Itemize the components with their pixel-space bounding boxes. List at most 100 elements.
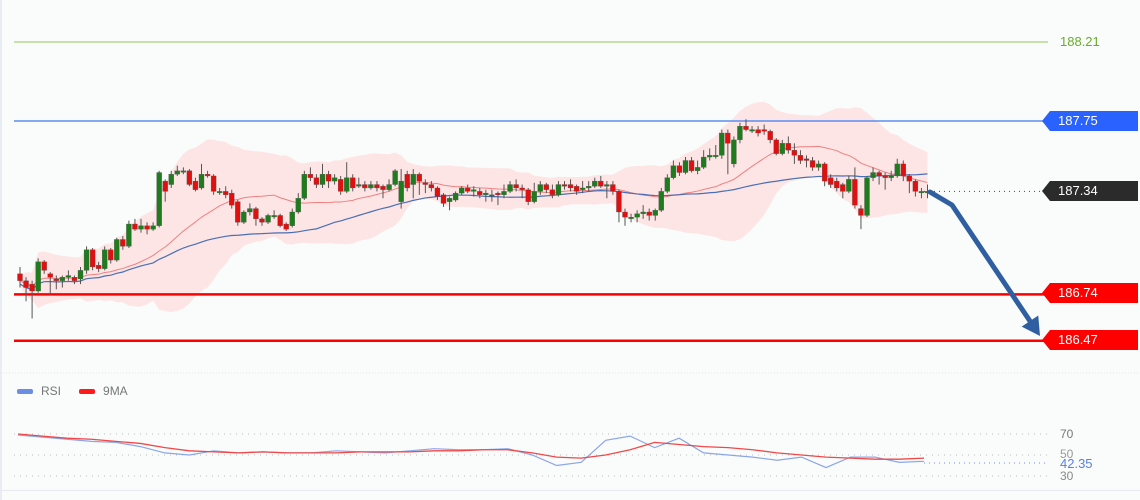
candle-down — [17, 273, 23, 281]
candle-up — [719, 132, 725, 156]
candle-up — [779, 143, 785, 154]
candle-down — [513, 184, 519, 189]
candle-down — [834, 180, 840, 189]
candle-down — [283, 223, 289, 230]
candle-up — [652, 210, 658, 216]
candle-up — [918, 191, 925, 194]
candle-up — [870, 172, 876, 178]
candle-down — [761, 129, 767, 132]
candle-up — [301, 174, 308, 199]
candle-up — [815, 163, 822, 168]
candle-up — [386, 184, 392, 190]
rsi-swatch-icon — [17, 388, 33, 394]
candle-down — [822, 163, 828, 182]
candle-down — [416, 174, 422, 182]
candle-down — [192, 180, 199, 190]
candle-up — [65, 275, 72, 278]
candle-up — [628, 217, 634, 219]
candle-down — [906, 175, 912, 182]
candle-down — [598, 180, 604, 187]
candle-up — [749, 129, 755, 132]
candle-down — [477, 191, 483, 195]
candle-up — [271, 215, 277, 218]
candle-down — [337, 179, 344, 192]
candle-up — [83, 249, 90, 271]
candle-up — [452, 192, 459, 201]
candle-down — [434, 187, 441, 197]
candle-down — [900, 163, 906, 177]
candle-down — [23, 280, 29, 288]
candle-up — [114, 239, 120, 261]
candle-up — [35, 261, 41, 292]
candle-up — [846, 179, 852, 192]
candle-down — [253, 208, 259, 220]
candle-up — [737, 126, 743, 141]
candle-down — [876, 172, 882, 177]
candle-down — [229, 192, 235, 206]
candle-up — [410, 174, 416, 185]
candle-up — [368, 184, 374, 189]
legend-item-rsi[interactable]: RSI — [17, 384, 61, 398]
rsi-current-value: 42.35 — [1060, 456, 1093, 471]
candle-up — [356, 184, 362, 187]
current-price-tag: 187.34 — [1042, 181, 1138, 201]
candle-up — [289, 211, 295, 226]
candle-up — [102, 249, 108, 269]
candle-down — [108, 249, 114, 261]
candle-down — [573, 186, 580, 192]
candle-down — [380, 186, 386, 190]
candle-up — [295, 198, 301, 213]
candle-down — [210, 175, 217, 192]
candle-down — [882, 175, 888, 178]
candle-up — [331, 177, 338, 182]
candle-down — [29, 283, 35, 292]
candle-up — [537, 184, 543, 192]
candle-down — [374, 184, 380, 189]
rsi-line — [17, 434, 925, 469]
candle-down — [852, 179, 858, 206]
bollinger-band-fill — [20, 101, 928, 313]
candle-up — [894, 163, 900, 177]
candle-up — [247, 208, 253, 213]
legend-label-9ma: 9MA — [103, 384, 128, 398]
candle-up — [580, 187, 586, 190]
candle-down — [307, 174, 314, 178]
candle-up — [241, 211, 247, 223]
candle-down — [840, 184, 846, 192]
candle-down — [132, 223, 138, 230]
candle-up — [640, 211, 646, 214]
candle-up — [707, 155, 713, 158]
bollinger-band — [20, 101, 928, 313]
candle-down — [495, 192, 501, 195]
candle-down — [186, 170, 193, 185]
legend-item-9ma[interactable]: 9MA — [79, 384, 128, 398]
support-2-tag: 186.47 — [1042, 330, 1138, 350]
candle-up — [174, 170, 180, 175]
candle-up — [198, 174, 205, 189]
rsi-ma-line — [17, 433, 925, 460]
candle-down — [725, 132, 731, 144]
candle-down — [259, 218, 265, 223]
candle-down — [743, 126, 749, 130]
candle-up — [713, 155, 719, 157]
candle-down — [519, 187, 525, 190]
candle-up — [888, 175, 894, 178]
candle-down — [828, 177, 834, 185]
candle-up — [531, 191, 537, 202]
candle-up — [59, 277, 65, 281]
candle-down — [362, 184, 368, 189]
candle-down — [616, 191, 622, 213]
candle-up — [507, 184, 513, 192]
candle-down — [465, 187, 471, 192]
candle-down — [622, 211, 628, 218]
candle-up — [555, 184, 562, 195]
candlesticks — [17, 119, 931, 319]
rsi-level-30: 30 — [1060, 469, 1074, 483]
candle-down — [440, 194, 447, 204]
candle-down — [525, 189, 531, 202]
bottom-border — [0, 490, 1140, 491]
candle-up — [319, 174, 326, 185]
rsi-legend: RSI 9MA — [17, 384, 136, 398]
